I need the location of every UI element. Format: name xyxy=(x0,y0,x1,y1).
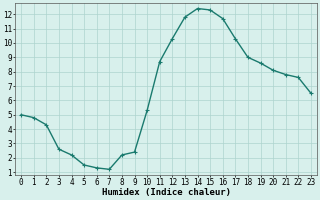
X-axis label: Humidex (Indice chaleur): Humidex (Indice chaleur) xyxy=(101,188,230,197)
